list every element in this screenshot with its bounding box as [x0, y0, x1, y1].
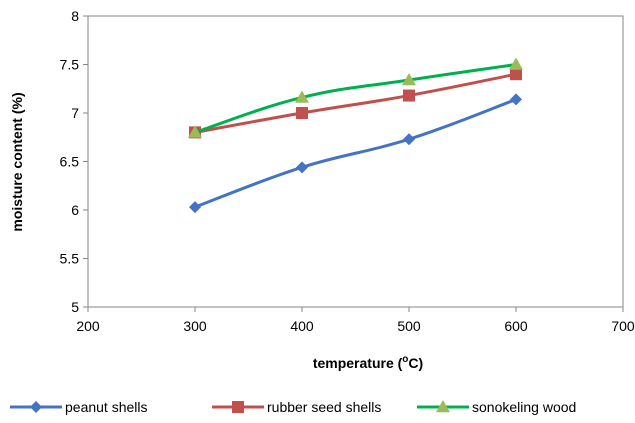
series-line	[194, 72, 517, 134]
x-tick-label: 500	[397, 318, 421, 334]
legend-label: rubber seed shells	[267, 399, 381, 415]
legend-label: peanut shells	[65, 399, 148, 415]
y-tick-label: 7.5	[60, 57, 80, 73]
data-point	[296, 107, 308, 119]
data-point	[510, 93, 522, 106]
legend-marker	[30, 401, 42, 413]
x-axis-title-prefix: temperature (	[313, 355, 403, 371]
data-point	[509, 57, 523, 70]
x-tick-label: 300	[183, 318, 207, 334]
y-tick-label: 5.5	[60, 251, 80, 267]
legend-item: sonokeling wood	[417, 399, 576, 415]
y-tick-label: 6.5	[60, 154, 80, 170]
legend-marker	[436, 400, 450, 413]
data-point	[188, 125, 202, 138]
x-axis-title: temperature (oC)	[313, 354, 423, 371]
data-point	[403, 89, 415, 102]
y-tick-label: 6	[71, 202, 79, 218]
x-axis-title-superscript: o	[402, 354, 408, 365]
x-tick-label: 400	[290, 318, 314, 334]
x-axis-title-suffix: C)	[408, 355, 423, 371]
x-tick-label: 200	[76, 318, 100, 334]
data-point	[296, 161, 308, 174]
y-tick-label: 5	[71, 299, 79, 315]
series-rubber-seed-shells	[189, 68, 522, 139]
data-point	[295, 90, 309, 103]
legend-item: rubber seed shells	[212, 399, 381, 415]
series-layer	[188, 57, 523, 214]
data-point	[403, 133, 415, 146]
data-point	[510, 68, 522, 81]
y-axis-title: moisture content (%)	[9, 92, 25, 231]
series-peanut-shells	[189, 93, 522, 214]
plot-area	[87, 15, 624, 308]
axes: 5 5.5 6 6.5 7 7.5 8 200 300 400 500 600 700	[60, 8, 635, 334]
data-point	[189, 201, 201, 214]
y-tick-label: 8	[71, 8, 79, 24]
legend: peanut shells rubber seed shells sonokelin…	[10, 399, 576, 415]
x-tick-label: 700	[611, 318, 635, 334]
legend-item: peanut shells	[10, 399, 148, 415]
series-sonokeling-wood	[188, 57, 523, 138]
data-point	[402, 73, 416, 86]
legend-marker	[232, 401, 244, 413]
y-tick-label: 7	[71, 105, 79, 121]
series-line	[194, 98, 517, 209]
legend-label: sonokeling wood	[472, 399, 576, 415]
series-line	[194, 63, 517, 134]
x-tick-label: 600	[504, 318, 528, 334]
